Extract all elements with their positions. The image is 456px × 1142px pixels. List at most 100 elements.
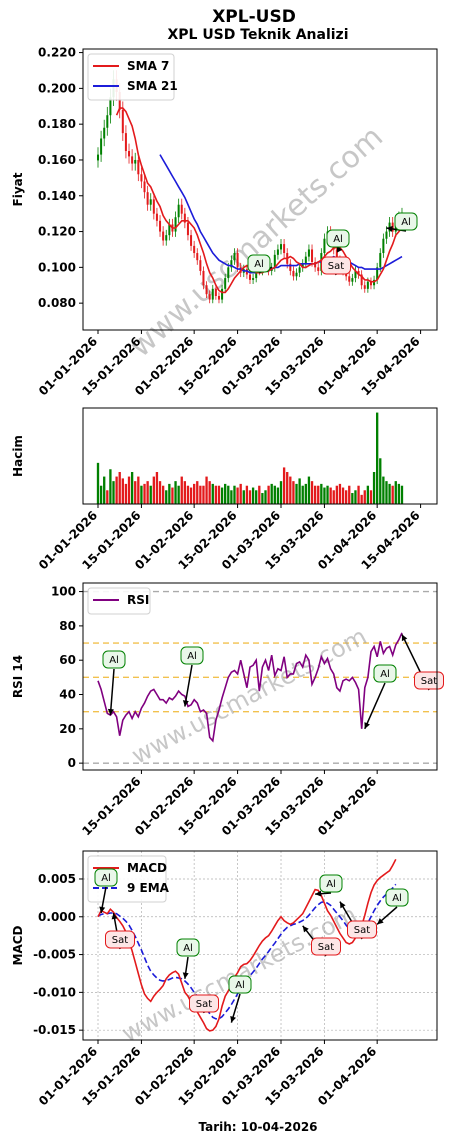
price-signal-label: Al [333, 234, 343, 245]
volume-bar [214, 485, 218, 504]
price-candle-body [96, 154, 100, 161]
volume-bar [264, 490, 267, 504]
rsi-signal-arrow [364, 682, 386, 730]
volume-bar [121, 478, 124, 504]
price-candle-body [311, 249, 314, 262]
volume-bar [183, 481, 187, 504]
price-candle-body [351, 278, 354, 282]
price-candle-body [183, 213, 186, 223]
volume-bar [335, 485, 339, 504]
volume-bar [245, 485, 249, 504]
volume-bar [161, 485, 165, 504]
rsi-signal-label: Al [187, 651, 197, 662]
price-candle-body [208, 294, 211, 300]
volume-bar [307, 476, 311, 504]
rsi-signal-label: Al [109, 655, 119, 666]
macd-signal-label: Sat [196, 999, 212, 1010]
volume-bar [273, 485, 276, 504]
price-signal-label: Al [254, 259, 264, 270]
rsi-line [97, 632, 403, 743]
rsi-signal-box [373, 664, 397, 683]
rsi-signal-box [180, 646, 204, 665]
volume-bar [282, 467, 286, 504]
price-legend-label: SMA 21 [127, 79, 178, 93]
volume-bar [242, 490, 245, 504]
volume-bar [376, 412, 379, 504]
volume-bar [149, 485, 152, 504]
price-candle-body [295, 272, 298, 277]
price-candle-body [155, 213, 158, 221]
volume-bar [286, 472, 289, 504]
rsi-ytick-label: 60 [59, 653, 76, 667]
price-signal-label: Al [401, 217, 411, 228]
volume-bar [366, 485, 370, 504]
price-panel-frame [82, 48, 438, 331]
price-candle-body [190, 235, 193, 246]
volume-bar [112, 481, 115, 504]
volume-bar [332, 490, 335, 504]
macd-signal-label: Sat [354, 925, 370, 936]
volume-bar [217, 485, 221, 504]
macd-signal-box [228, 975, 252, 994]
volume-bar [341, 487, 345, 504]
volume-bar [189, 487, 193, 504]
macd-signal-label: Al [392, 893, 402, 904]
volume-bar [202, 485, 205, 504]
volume-bar [301, 485, 304, 504]
rsi-ytick-label: 100 [51, 585, 76, 599]
volume-bar [208, 481, 211, 504]
volume-bar [379, 458, 382, 504]
macd-signal-box [311, 937, 341, 956]
volume-bar [165, 490, 168, 504]
volume-bar [248, 490, 252, 504]
price-candle-body [109, 97, 112, 116]
macd-signal-label: Sat [112, 935, 128, 946]
macd-signal-label: Al [183, 943, 193, 954]
volume-bar [140, 485, 143, 504]
macd-signal-arrowhead [182, 972, 189, 979]
price-candle-body [124, 133, 127, 152]
price-candle-body [174, 217, 177, 232]
price-signal-box [321, 256, 351, 275]
price-candle-body [205, 285, 208, 295]
price-candle-body [103, 127, 106, 139]
volume-bar [292, 481, 295, 504]
price-ytick-label: 0.140 [38, 189, 76, 203]
price-legend-label: SMA 7 [127, 59, 169, 73]
price-candle-body [273, 254, 276, 268]
volume-bar [124, 483, 128, 504]
volume-bar [127, 476, 131, 504]
volume-bar [158, 481, 162, 504]
price-candle-body [134, 159, 137, 164]
volume-bar [369, 490, 373, 504]
volume-bar [255, 490, 258, 504]
macd-signal-box [176, 938, 200, 957]
volume-bar [385, 481, 388, 504]
price-candle-body [348, 276, 351, 282]
price-candle-body [199, 260, 202, 271]
rsi-signal-arrowhead [107, 708, 114, 716]
volume-bar [326, 485, 329, 504]
price-ytick-label: 0.220 [38, 46, 76, 60]
volume-bar [174, 481, 177, 504]
price-candle-body [165, 235, 168, 241]
price-candle-body [304, 256, 307, 264]
volume-bar [106, 490, 109, 504]
macd-ytick-label: -0.005 [33, 948, 76, 962]
volume-bar [233, 485, 236, 504]
price-candle-body [168, 224, 171, 236]
macd-panel-frame [82, 850, 438, 1041]
macd-signal-box [319, 874, 343, 893]
price-candle-body [317, 267, 320, 271]
volume-bar [360, 494, 363, 504]
price-candle-body [196, 253, 199, 261]
volume-bar [103, 476, 106, 504]
price-ylabel: Fiyat [11, 172, 25, 206]
volume-bar [388, 483, 391, 504]
price-candle-body [379, 253, 382, 268]
price-candle-body [289, 263, 292, 271]
macd-signal-arrowhead [377, 918, 384, 925]
macd-ema9-line [97, 883, 397, 1020]
volume-bar [230, 490, 233, 504]
